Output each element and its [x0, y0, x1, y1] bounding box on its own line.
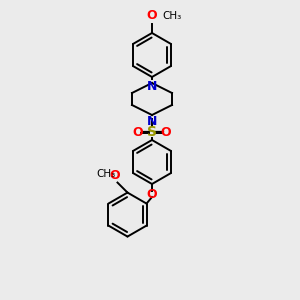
Text: O: O	[161, 125, 171, 139]
Text: O: O	[109, 169, 120, 182]
Text: O: O	[133, 125, 143, 139]
Text: CH₃: CH₃	[97, 169, 116, 178]
Text: N: N	[147, 115, 157, 128]
Text: S: S	[147, 125, 157, 139]
Text: CH₃: CH₃	[162, 11, 181, 21]
Text: O: O	[147, 9, 157, 22]
Text: O: O	[147, 188, 157, 200]
Text: N: N	[147, 80, 157, 93]
